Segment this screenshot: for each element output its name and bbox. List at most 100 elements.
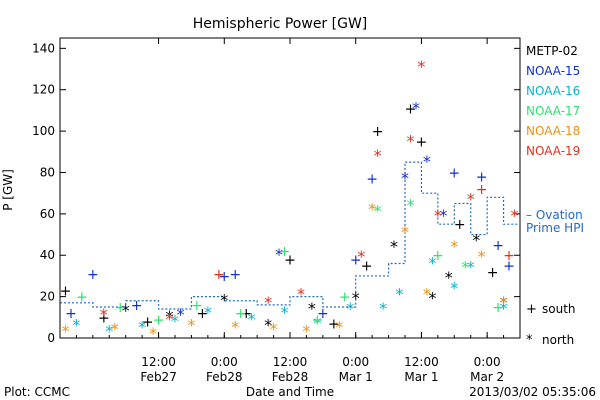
data-point: +	[372, 124, 384, 140]
data-point: +	[503, 259, 515, 275]
data-point: +	[98, 310, 110, 326]
y-tick-label: 60	[40, 207, 55, 221]
x-tick-label-time: 12:00	[273, 355, 308, 369]
data-point: *	[105, 322, 113, 341]
series-noaa-18: * * * * * * * *******	[61, 200, 507, 343]
data-point: *	[428, 253, 436, 272]
data-point: *	[72, 316, 80, 335]
data-point: +	[284, 252, 296, 268]
x-tick-label-time: 12:00	[404, 355, 439, 369]
data-point: *	[352, 289, 360, 308]
ovation-legend-label-1: – Ovation	[526, 208, 583, 222]
ovation-hpi-line	[60, 161, 518, 310]
x-axis-label: Date and Time	[246, 385, 334, 399]
series-noaa-17: ++++++++* *+*+	[76, 196, 504, 329]
data-point: *	[450, 278, 458, 297]
data-point: +	[339, 290, 351, 306]
data-point: +	[405, 101, 417, 117]
series-noaa-19: * *+* ******* ++*	[100, 57, 519, 328]
symbol-key: + south * north	[526, 302, 576, 348]
y-axis-label: P [GW]	[1, 169, 15, 211]
data-point: +	[328, 317, 340, 333]
data-point: +	[191, 298, 203, 314]
data-point: *	[297, 284, 305, 303]
y-tick-label: 100	[32, 124, 55, 138]
y-tick-label: 140	[32, 41, 55, 55]
data-point: *	[204, 303, 212, 322]
x-tick-label-time: 0:00	[342, 355, 369, 369]
data-point: *	[302, 322, 310, 341]
plot-credit: Plot: CCMC	[4, 385, 70, 399]
data-point: +	[65, 306, 77, 322]
data-point: +	[229, 267, 241, 283]
data-point: *	[478, 247, 486, 266]
timestamp: 2013/03/02 05:35:06	[469, 385, 596, 399]
data-point: *	[270, 320, 278, 339]
x-tick-label-date: Feb27	[140, 370, 177, 384]
data-point: +	[492, 300, 504, 316]
data-point: +	[76, 290, 88, 306]
data-point: *	[417, 57, 425, 76]
data-point: *	[467, 189, 475, 208]
chart-title: Hemispheric Power [GW]	[193, 16, 368, 32]
data-point: *	[396, 284, 404, 303]
data-point: +	[87, 267, 99, 283]
data-point: *	[111, 320, 119, 339]
data-point: +	[350, 252, 362, 268]
data-point: *	[428, 289, 436, 308]
data-point: +	[114, 300, 126, 316]
data-point: *	[308, 299, 316, 318]
data-point: +	[487, 265, 499, 281]
data-point: *	[61, 322, 69, 341]
data-point: +	[476, 182, 488, 198]
series-metp-02: ++ *+ * +*+*+*+*++*++**+*+*	[60, 101, 508, 334]
data-point: +	[131, 298, 143, 314]
data-point: +	[448, 165, 460, 181]
data-point: *	[166, 309, 174, 328]
ovation-legend-label-2: Prime HPI	[526, 221, 584, 235]
south-label: south	[542, 302, 576, 316]
data-point: *	[149, 324, 157, 343]
data-point: *	[401, 169, 409, 188]
data-point: +	[218, 269, 230, 285]
data-point: +	[60, 283, 72, 299]
data-point: *	[374, 146, 382, 165]
data-point: *	[171, 311, 179, 330]
series-noaa-16: * * * * * * *** ******	[72, 253, 507, 340]
data-point: *	[264, 316, 272, 335]
y-tick-label: 120	[32, 83, 55, 97]
ovation-legend: – Ovation Prime HPI	[526, 208, 584, 235]
data-point: *	[406, 196, 414, 215]
data-point: +	[279, 244, 291, 260]
data-point: *	[406, 131, 414, 150]
x-tick-label-time: 12:00	[141, 355, 176, 369]
y-tick-label: 0	[47, 331, 55, 345]
legend-entry: METP-02	[526, 44, 578, 58]
data-point: +	[503, 248, 515, 264]
x-tick-label-time: 0:00	[211, 355, 238, 369]
data-point: *	[467, 258, 475, 277]
data-point: +	[235, 306, 247, 322]
x-tick-label-date: Mar 1	[339, 370, 373, 384]
x-tick-label-time: 0:00	[474, 355, 501, 369]
data-point: +	[197, 306, 209, 322]
y-axis-ticks: 0 20 40 60 80 100 120 140	[32, 41, 520, 345]
data-point: +	[366, 172, 378, 188]
data-point: *	[434, 206, 442, 225]
data-point: *	[511, 206, 519, 225]
data-point: *	[231, 318, 239, 337]
data-point: +	[454, 217, 466, 233]
data-point: *	[220, 291, 228, 310]
x-tick-label-date: Feb28	[206, 370, 243, 384]
data-point: +	[317, 306, 329, 322]
north-label: north	[542, 333, 574, 347]
data-point: *	[379, 299, 387, 318]
legend-entry: NOAA-19	[526, 144, 580, 158]
data-point: *	[450, 237, 458, 256]
data-point: *	[275, 245, 283, 264]
x-tick-label-date: Mar 1	[404, 370, 438, 384]
data-point: *	[412, 98, 420, 117]
data-point: +	[312, 312, 324, 328]
